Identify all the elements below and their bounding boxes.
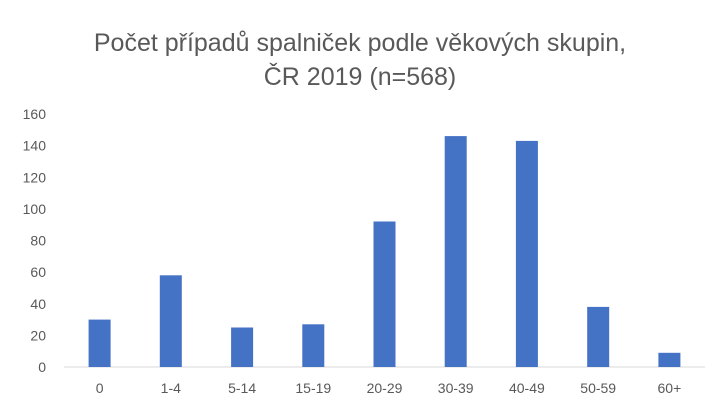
bar-60+ (658, 352, 681, 367)
chart-title: Počet případů spalniček podle věkových s… (0, 26, 720, 94)
bar-5-14 (231, 327, 254, 367)
x-tick-label: 15-19 (295, 380, 331, 396)
y-tick-label: 40 (30, 296, 46, 312)
chart-title-line-1: Počet případů spalniček podle věkových s… (93, 29, 627, 57)
bar-0 (88, 319, 111, 367)
y-tick-label: 0 (38, 359, 46, 375)
y-tick-label: 140 (23, 138, 47, 154)
bar-20-29 (373, 221, 396, 367)
bar-30-39 (444, 136, 467, 367)
x-axis: 0 1-4 5-14 15-19 20-29 30-39 40-49 50-59 60+ (96, 380, 682, 396)
bars (88, 136, 681, 367)
x-tick-label: 30-39 (438, 380, 474, 396)
x-tick-label: 5-14 (228, 380, 256, 396)
x-tick-label: 0 (96, 380, 104, 396)
bar-1-4 (159, 275, 182, 367)
y-tick-label: 100 (23, 201, 47, 217)
y-axis: 0 20 40 60 80 100 120 140 160 (23, 106, 47, 375)
y-tick-label: 80 (30, 233, 46, 249)
y-tick-label: 120 (23, 169, 47, 185)
chart-title-line-2: ČR 2019 (n=568) (263, 63, 457, 91)
x-tick-label: 40-49 (509, 380, 545, 396)
bar-40-49 (515, 140, 538, 367)
x-tick-label: 50-59 (580, 380, 616, 396)
x-tick-label: 20-29 (367, 380, 403, 396)
bar-50-59 (587, 306, 610, 367)
y-tick-label: 20 (30, 327, 46, 343)
y-tick-label: 60 (30, 264, 46, 280)
y-tick-label: 160 (23, 106, 47, 122)
bar-15-19 (302, 324, 325, 367)
x-tick-label: 60+ (658, 380, 682, 396)
x-tick-label: 1-4 (161, 380, 181, 396)
